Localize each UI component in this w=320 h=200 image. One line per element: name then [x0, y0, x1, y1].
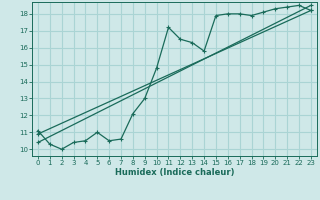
- X-axis label: Humidex (Indice chaleur): Humidex (Indice chaleur): [115, 168, 234, 177]
